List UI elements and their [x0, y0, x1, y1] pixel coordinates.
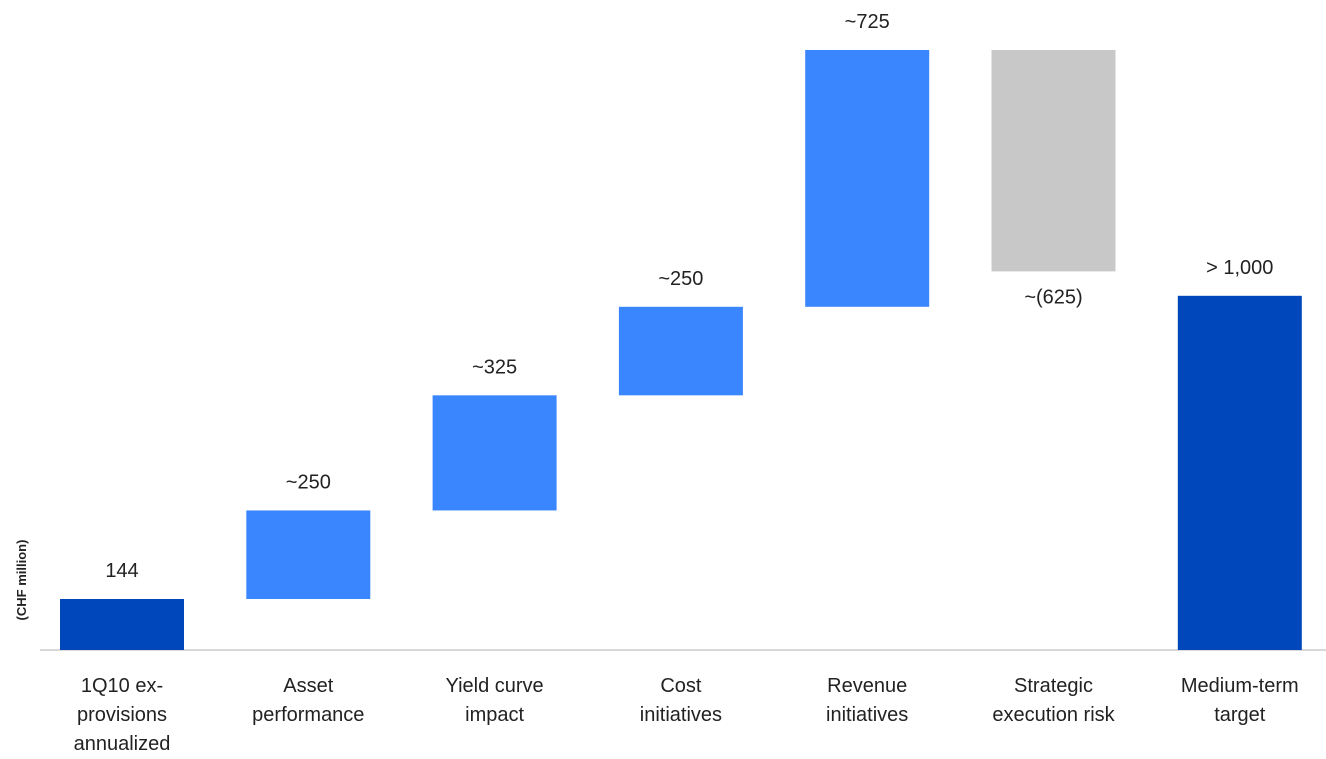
value-label: ~725 — [845, 11, 890, 33]
x-tick-label: Revenue initiatives — [826, 675, 909, 726]
x-tick-label: 1Q10 ex- provisions annualized — [73, 675, 171, 755]
value-label: ~(625) — [1024, 286, 1082, 308]
value-label: ~250 — [286, 471, 331, 493]
value-label: ~325 — [472, 356, 517, 378]
bar — [618, 306, 743, 396]
bar — [432, 395, 557, 511]
bar — [60, 598, 184, 650]
value-label: > 1,000 — [1206, 257, 1273, 279]
y-axis-label: (CHF million) — [14, 540, 29, 621]
x-tick-label: Yield curve impact — [445, 675, 544, 726]
value-label: 144 — [105, 560, 138, 582]
x-tick-label: Cost initiatives — [639, 675, 723, 726]
value-label: ~250 — [658, 268, 703, 290]
x-tick-label: Strategic execution risk — [992, 675, 1115, 726]
bar — [991, 50, 1116, 272]
bar — [1177, 295, 1302, 650]
bar — [805, 50, 930, 307]
x-tick-label: Medium-term target — [1180, 675, 1299, 726]
bar — [246, 510, 371, 599]
x-tick-label: Asset performance — [252, 675, 365, 726]
